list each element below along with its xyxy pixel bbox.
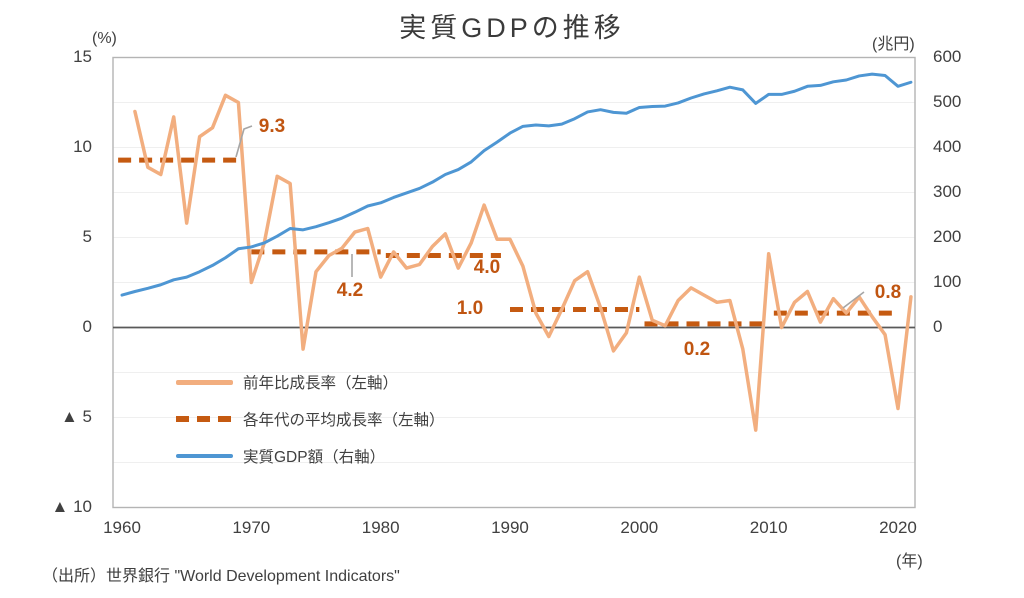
legend-swatch-gdp-line	[176, 454, 233, 458]
decade-average-value-label: 0.8	[874, 282, 902, 303]
y-axis-left-tick-label: ▲ 10	[51, 496, 92, 516]
y-axis-right-tick-label: 100	[933, 271, 962, 291]
x-axis-tick-label: 1960	[103, 518, 141, 537]
legend-swatch-growth-line	[176, 379, 233, 385]
y-axis-right-tick-label: 200	[933, 226, 962, 246]
legend: 前年比成長率（左軸） 各年代の平均成長率（左軸） 実質GDP額（右軸）	[176, 370, 445, 468]
y-axis-right-tick-label: 0	[933, 316, 943, 336]
y-axis-left-tick-label: 15	[73, 46, 92, 66]
decade-average-value-label: 9.3	[258, 116, 286, 137]
x-axis-unit-label: (年)	[896, 553, 923, 570]
x-axis-tick-label: 2000	[620, 518, 659, 537]
x-axis-tick-label: 1990	[491, 518, 529, 537]
y-axis-left-tick-label: 5	[82, 226, 92, 246]
y-axis-left-tick-label: 0	[82, 316, 92, 336]
y-axis-right-tick-label: 300	[933, 181, 962, 201]
legend-item-label: 前年比成長率（左軸）	[243, 375, 399, 392]
x-axis-tick-label: 1980	[361, 518, 400, 537]
x-axis-tick-label: 2010	[749, 518, 788, 537]
y-axis-right-tick-label: 400	[933, 136, 962, 156]
legend-item: 各年代の平均成長率（左軸）	[176, 407, 445, 431]
y-axis-right-tick-label: 500	[933, 91, 962, 111]
right-axis-unit-label: (兆円)	[872, 36, 915, 53]
x-axis-tick-label: 2020	[879, 518, 917, 537]
legend-item: 実質GDP額（右軸）	[176, 444, 445, 468]
y-axis-left-tick-label: 10	[73, 136, 92, 156]
decade-average-value-label: 0.2	[683, 339, 711, 360]
plot-border	[112, 56, 916, 509]
legend-swatch-decade-average-line	[176, 416, 233, 422]
decade-average-value-label: 1.0	[456, 298, 484, 319]
left-axis-unit-label: (%)	[92, 30, 117, 47]
chart-title: 実質GDPの推移	[399, 13, 625, 43]
decade-average-value-label: 4.2	[336, 280, 364, 301]
y-axis-left-tick-label: ▲ 5	[60, 406, 92, 426]
annotation-leader-line	[842, 291, 865, 309]
x-axis-tick-label: 1970	[232, 518, 271, 537]
decade-average-value-label: 4.0	[473, 257, 501, 278]
annotation-leader-line	[235, 125, 253, 158]
legend-item-label: 各年代の平均成長率（左軸）	[243, 412, 445, 429]
source-note: （出所）世界銀行 "World Development Indicators"	[42, 568, 400, 585]
legend-item-label: 実質GDP額（右軸）	[243, 449, 386, 466]
real-gdp-line	[120, 72, 913, 297]
legend-item: 前年比成長率（左軸）	[176, 370, 445, 394]
y-axis-right-tick-label: 600	[933, 46, 962, 66]
